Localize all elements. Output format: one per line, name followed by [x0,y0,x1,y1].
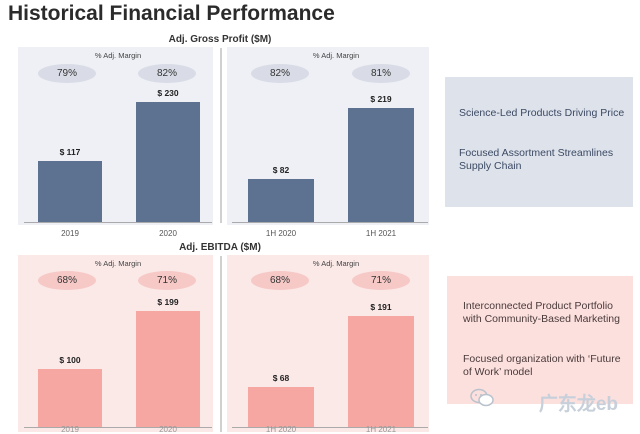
eb-value-1h2021: $ 191 [370,301,392,312]
panel-divider-bottom [220,256,222,432]
gp-right-baseline [232,222,428,223]
top-note-1: Science-Led Products Driving Price [459,107,625,119]
eb-value-1h2020: $ 68 [272,373,290,384]
gp-bar-1h2021 [348,107,414,222]
eb-right-baseline [232,427,428,428]
eb-margin-pill-1h2021: 71% [352,271,410,290]
eb-category-1h2020: 1H 2020 [265,425,297,434]
gp-left-baseline [24,222,212,223]
bottom-note-1: Interconnected Product Portfolio with Co… [463,300,620,325]
bottom-note-2: Focused organization with ‘Future of Wor… [463,353,621,378]
gp-bar-2020 [136,102,200,222]
gp-margin-pill-1h2020: 82% [251,64,309,83]
watermark-text: 广东龙eb [538,394,618,415]
gp-margin-pill-1h2021: 81% [352,64,410,83]
bottom-notes-box: Interconnected Product Portfolio with Co… [447,276,633,404]
eb-right-margin-label: % Adj. Margin [312,259,360,268]
gp-value-2019: $ 117 [59,146,81,157]
gp-value-1h2021: $ 219 [370,93,392,104]
page-title: Historical Financial Performance [8,2,335,25]
gp-category-1h2020: 1H 2020 [265,229,297,238]
gp-right-margin-label: % Adj. Margin [312,51,360,60]
gp-margin-pill-2019: 79% [38,64,96,83]
gp-bar-2019 [38,160,102,222]
eb-margin-pill-2020: 71% [138,271,196,290]
eb-margin-pill-1h2020: 68% [251,271,309,290]
eb-bar-2020 [136,311,200,427]
top-note-2: Focused Assortment Streamlines Supply Ch… [459,147,614,172]
eb-bar-1h2020 [248,387,314,427]
eb-left-margin-label: % Adj. Margin [94,259,142,268]
gp-value-1h2020: $ 82 [272,165,290,176]
eb-margin-pill-2019: 68% [38,271,96,290]
eb-bar-2019 [38,368,102,427]
eb-left-baseline [24,427,212,428]
eb-value-2019: $ 100 [59,354,81,365]
gp-bar-1h2020 [248,179,314,222]
panel-divider-top [220,48,222,223]
gp-value-2020: $ 230 [157,88,179,98]
eb-category-2019: 2019 [61,425,79,434]
gp-margin-pill-2020: 82% [138,64,196,83]
eb-category-1h2021: 1H 2021 [365,425,397,434]
gp-category-2020: 2020 [159,229,177,238]
top-notes-box: Science-Led Products Driving Price Focus… [445,77,633,207]
gp-category-2019: 2019 [61,229,79,238]
eb-bar-1h2021 [348,315,414,427]
wechat-icon [470,388,494,407]
gross-profit-title: Adj. Gross Profit ($M) [168,34,272,45]
eb-category-2020: 2020 [159,425,177,434]
eb-value-2020: $ 199 [157,297,179,307]
gp-category-1h2021: 1H 2021 [365,229,397,238]
ebitda-title: Adj. EBITDA ($M) [179,242,261,253]
gp-left-margin-label: % Adj. Margin [94,51,142,60]
